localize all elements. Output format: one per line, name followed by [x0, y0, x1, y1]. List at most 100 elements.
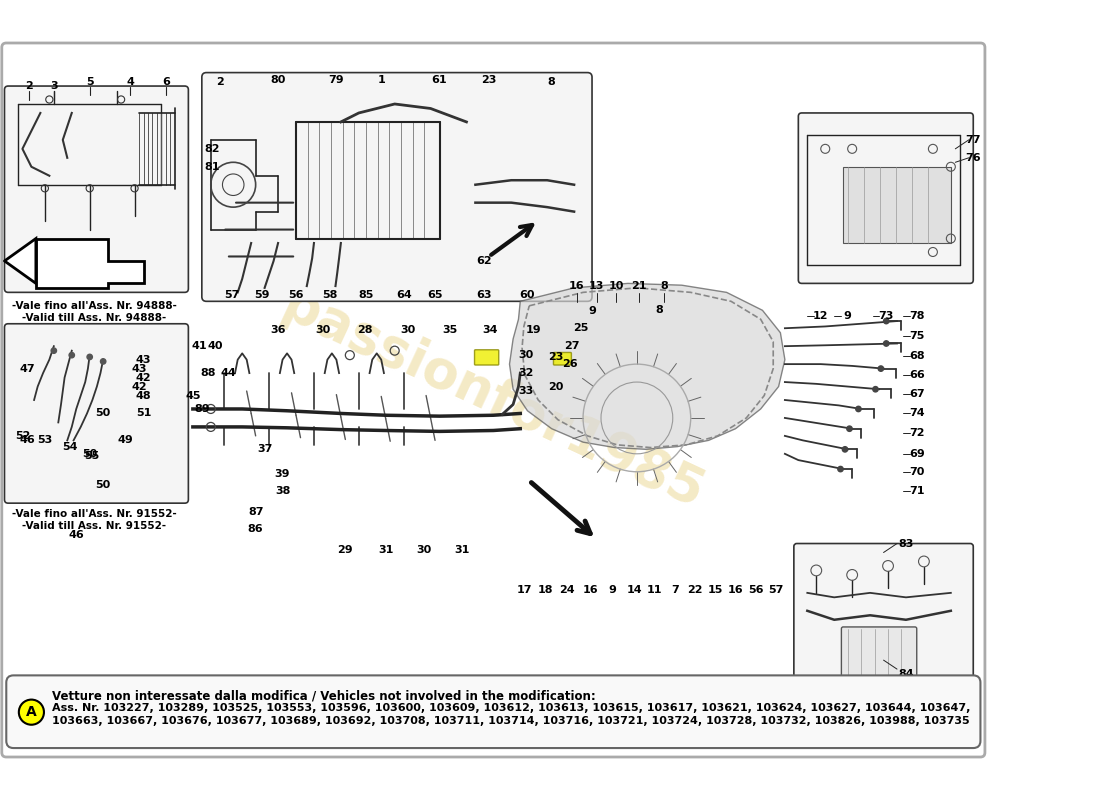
- Text: 9: 9: [588, 306, 596, 316]
- FancyBboxPatch shape: [474, 350, 498, 365]
- Text: 48: 48: [135, 390, 152, 401]
- Text: 87: 87: [248, 507, 263, 517]
- Text: 75: 75: [909, 331, 924, 342]
- Text: 64: 64: [396, 290, 411, 300]
- Text: Valid for... see description: Valid for... see description: [806, 695, 960, 706]
- Circle shape: [100, 358, 106, 364]
- Text: 80: 80: [271, 74, 286, 85]
- Text: 71: 71: [909, 486, 924, 497]
- Polygon shape: [509, 283, 785, 450]
- Text: 16: 16: [569, 281, 584, 291]
- Text: 14: 14: [626, 585, 642, 595]
- Text: 49: 49: [118, 435, 133, 446]
- Text: 23: 23: [481, 74, 496, 85]
- Text: 57: 57: [768, 585, 783, 595]
- Text: 32: 32: [518, 368, 534, 378]
- Text: 3: 3: [50, 81, 57, 91]
- Text: 42: 42: [135, 373, 152, 382]
- Text: 29: 29: [338, 545, 353, 555]
- FancyBboxPatch shape: [553, 353, 571, 365]
- Text: 50: 50: [82, 449, 97, 459]
- Text: 8: 8: [660, 281, 668, 291]
- Text: 58: 58: [322, 290, 338, 300]
- Text: 54: 54: [63, 442, 78, 452]
- Text: 16: 16: [728, 585, 744, 595]
- Text: 69: 69: [909, 449, 925, 459]
- Circle shape: [872, 386, 878, 392]
- Text: 18: 18: [538, 585, 553, 595]
- Text: 30: 30: [417, 545, 432, 555]
- Circle shape: [883, 318, 889, 324]
- Text: 6: 6: [162, 77, 169, 86]
- Text: 19: 19: [526, 325, 541, 335]
- Text: 25: 25: [573, 323, 588, 334]
- Text: 67: 67: [909, 389, 925, 398]
- Text: 56: 56: [748, 585, 763, 595]
- Text: 36: 36: [271, 325, 286, 335]
- Text: 68: 68: [909, 351, 925, 361]
- Text: 38: 38: [275, 486, 290, 497]
- Text: -Valid till Ass. Nr. 91552-: -Valid till Ass. Nr. 91552-: [22, 521, 166, 531]
- Text: 10: 10: [608, 281, 624, 291]
- Text: 34: 34: [482, 325, 497, 335]
- Text: 20: 20: [549, 382, 564, 391]
- Text: 77: 77: [966, 135, 981, 145]
- Text: 88: 88: [200, 368, 216, 378]
- Text: 59: 59: [254, 290, 270, 300]
- Text: 9: 9: [844, 310, 851, 321]
- Text: 74: 74: [909, 407, 925, 418]
- Text: 12: 12: [813, 310, 828, 321]
- Circle shape: [51, 348, 56, 354]
- FancyBboxPatch shape: [842, 627, 916, 680]
- FancyBboxPatch shape: [201, 73, 592, 302]
- Text: 83: 83: [899, 538, 914, 549]
- Text: passionfor1985: passionfor1985: [274, 279, 713, 521]
- Text: 30: 30: [316, 325, 330, 335]
- Text: 47: 47: [19, 364, 35, 374]
- Text: 8: 8: [548, 77, 556, 86]
- Polygon shape: [4, 238, 36, 283]
- Text: 72: 72: [909, 428, 924, 438]
- Circle shape: [87, 354, 92, 360]
- Circle shape: [856, 406, 861, 412]
- FancyBboxPatch shape: [4, 324, 188, 503]
- Text: 82: 82: [205, 144, 220, 154]
- Text: 30: 30: [400, 325, 416, 335]
- Text: 28: 28: [358, 325, 373, 335]
- Text: 84: 84: [899, 669, 914, 678]
- Text: 103663, 103667, 103676, 103677, 103689, 103692, 103708, 103711, 103714, 103716, : 103663, 103667, 103676, 103677, 103689, …: [52, 716, 970, 726]
- Text: 55: 55: [84, 450, 99, 461]
- Text: 53: 53: [37, 435, 53, 446]
- Text: 45: 45: [185, 390, 200, 401]
- FancyBboxPatch shape: [7, 675, 980, 748]
- Circle shape: [838, 466, 844, 472]
- Polygon shape: [36, 238, 143, 288]
- Text: 7: 7: [672, 585, 680, 595]
- Text: 2: 2: [216, 77, 223, 86]
- Text: 8: 8: [656, 306, 663, 315]
- Text: 46: 46: [19, 435, 35, 446]
- Circle shape: [19, 700, 44, 725]
- Text: 44: 44: [221, 368, 236, 378]
- Text: 40: 40: [208, 341, 223, 351]
- Text: 2: 2: [25, 81, 33, 91]
- Text: 24: 24: [559, 585, 574, 595]
- Text: 41: 41: [191, 341, 207, 351]
- Text: 37: 37: [257, 444, 273, 454]
- Circle shape: [69, 353, 75, 358]
- Text: 78: 78: [909, 310, 924, 321]
- Circle shape: [847, 426, 852, 431]
- Text: 31: 31: [454, 545, 470, 555]
- Circle shape: [843, 446, 848, 452]
- Text: 26: 26: [562, 359, 578, 369]
- Text: 81: 81: [205, 162, 220, 172]
- Text: 76: 76: [966, 153, 981, 163]
- Text: 61: 61: [431, 74, 448, 85]
- Text: 9: 9: [608, 585, 617, 595]
- Text: 85: 85: [359, 290, 374, 300]
- Text: 22: 22: [688, 585, 703, 595]
- Text: 79: 79: [329, 74, 344, 85]
- Text: 11: 11: [647, 585, 662, 595]
- Text: 62: 62: [476, 256, 492, 266]
- Text: 86: 86: [248, 524, 264, 534]
